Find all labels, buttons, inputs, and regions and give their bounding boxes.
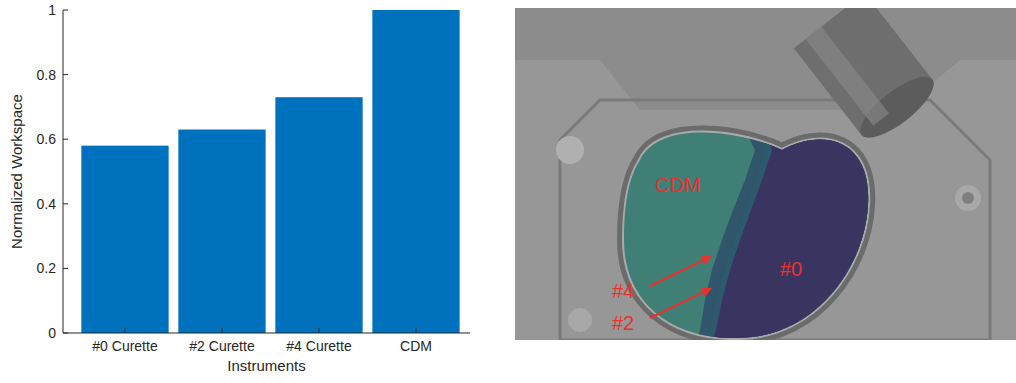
bar [178, 130, 265, 333]
bar [81, 146, 168, 333]
arrow-head [701, 288, 712, 297]
x-tick [125, 328, 126, 333]
bars [81, 10, 459, 333]
overlay-0 [706, 120, 900, 340]
x-tick-label: #4 Curette [286, 338, 352, 354]
y-tick-label: 1 [48, 2, 56, 18]
cylinder-highlight [806, 27, 889, 126]
x-tick [222, 328, 223, 333]
y-tick [63, 139, 68, 140]
x-axis [63, 333, 470, 334]
y-tick [63, 10, 68, 11]
x-tick [319, 328, 320, 333]
figure: 0 0.2 0.4 0.6 0.8 1 #0 Curette #2 Curette #4 Cur… [0, 0, 1016, 383]
y-axis [63, 10, 64, 333]
x-tick [416, 328, 417, 333]
y-tick-label: 0 [48, 325, 56, 341]
y-tick [63, 74, 68, 75]
y-tick-label: 0.2 [37, 260, 57, 276]
image-label: #4 [612, 280, 634, 302]
arrow-head [701, 256, 712, 265]
image-label: CDM [655, 174, 701, 196]
cylinder-body [794, 8, 933, 135]
overlay-4 [690, 120, 900, 340]
image-label: #0 [780, 258, 802, 280]
y-tick [63, 268, 68, 269]
photo-peg [568, 308, 592, 332]
y-tick [63, 333, 68, 334]
y-tick-label: 0.6 [37, 131, 57, 147]
arrow-line [650, 291, 707, 318]
x-axis-label: Instruments [227, 357, 305, 374]
overlays [600, 100, 900, 340]
y-tick-label: 0.8 [37, 67, 57, 83]
photo-cylinder [794, 8, 942, 148]
bar [372, 10, 459, 333]
photo-peg-hole [962, 192, 974, 204]
photo [515, 8, 1016, 340]
overlay-cdm [600, 100, 900, 340]
arrow-line [650, 259, 707, 286]
bar [275, 97, 362, 333]
image-label: #2 [612, 312, 634, 334]
overlay-2 [700, 120, 900, 340]
photo-peg [955, 185, 981, 211]
x-tick-label: CDM [400, 338, 432, 354]
y-tick-label: 0.4 [37, 196, 57, 212]
y-tick [63, 203, 68, 204]
x-tick-label: #0 Curette [92, 338, 158, 354]
x-tick-label: #2 Curette [189, 338, 255, 354]
photo-peg [556, 136, 584, 164]
y-axis-label: Normalized Workspace [8, 94, 25, 249]
